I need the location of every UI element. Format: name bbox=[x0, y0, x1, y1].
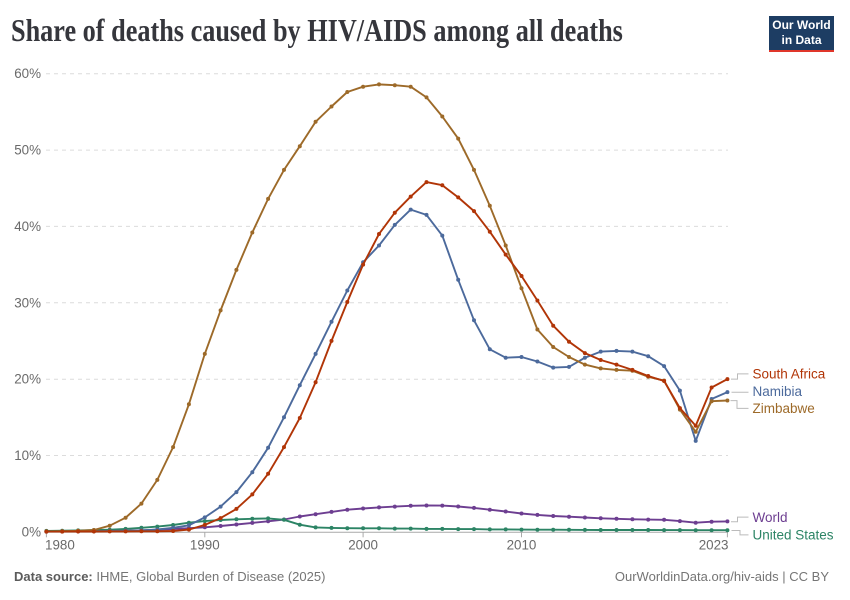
svg-text:30%: 30% bbox=[14, 295, 41, 310]
svg-text:60%: 60% bbox=[14, 66, 41, 81]
svg-text:United States: United States bbox=[753, 527, 834, 542]
svg-text:Namibia: Namibia bbox=[753, 384, 803, 399]
svg-text:World: World bbox=[753, 510, 788, 525]
svg-text:South Africa: South Africa bbox=[753, 367, 826, 382]
svg-text:0%: 0% bbox=[22, 524, 41, 539]
svg-text:Zimbabwe: Zimbabwe bbox=[753, 401, 815, 416]
svg-text:1990: 1990 bbox=[190, 538, 220, 553]
svg-text:2000: 2000 bbox=[348, 538, 378, 553]
svg-text:2010: 2010 bbox=[507, 538, 537, 553]
svg-text:50%: 50% bbox=[14, 143, 41, 158]
svg-text:20%: 20% bbox=[14, 372, 41, 387]
svg-text:40%: 40% bbox=[14, 219, 41, 234]
svg-text:2023: 2023 bbox=[699, 538, 729, 553]
svg-text:10%: 10% bbox=[14, 448, 41, 463]
svg-text:1980: 1980 bbox=[45, 538, 75, 553]
